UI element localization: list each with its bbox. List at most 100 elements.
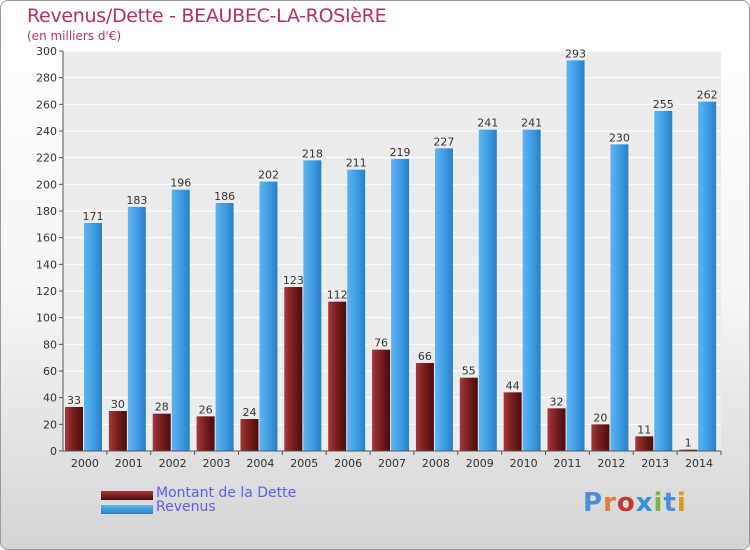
proxiti-logo: Proxiti [583,488,687,518]
data-label: 30 [111,398,125,411]
data-label: 66 [418,350,432,363]
x-tick-label: 2003 [203,457,231,470]
y-tick-label: 100 [36,312,57,325]
x-tick-label: 2011 [553,457,581,470]
x-tick-label: 2000 [71,457,99,470]
bar-revenus [698,101,717,452]
bar-revenus [84,223,102,451]
y-tick-label: 140 [36,258,57,271]
x-tick-label: 2005 [290,457,318,470]
y-tick-label: 60 [43,365,57,378]
bar-revenus [171,189,190,451]
bar-revenus [566,60,585,451]
y-tick-label: 240 [36,125,57,138]
bar-debt [547,408,566,451]
data-label: 241 [477,117,498,130]
chart-title: Revenus/Dette - BEAUBEC-LA-ROSIèRE [27,5,387,27]
x-tick-label: 2010 [510,457,538,470]
y-tick-label: 180 [36,205,57,218]
x-tick-label: 2008 [422,457,450,470]
x-tick-label: 2014 [685,457,713,470]
bar-debt [328,301,347,451]
data-label: 1 [685,437,692,450]
data-label: 183 [126,194,147,207]
y-tick-label: 120 [36,285,57,298]
bar-revenus [522,129,541,451]
data-label: 196 [170,177,191,190]
y-tick-label: 260 [36,98,57,111]
x-tick-label: 2007 [378,457,406,470]
bar-debt [415,363,434,451]
y-tick-label: 220 [36,152,57,165]
bar-debt [152,413,171,451]
data-label: 76 [374,337,388,350]
data-labels: 33 171 30 183 28 196 26 186 24 202 123 218 112 211 76 2… [67,47,718,449]
data-label: 28 [155,401,169,414]
bar-debt [372,349,391,451]
data-label: 33 [67,394,81,407]
y-tick-label: 40 [43,392,57,405]
data-label: 26 [199,403,213,416]
bar-debt [459,377,478,451]
x-tick-label: 2002 [159,457,187,470]
data-label: 202 [258,169,279,182]
data-label: 44 [506,379,520,392]
bar-revenus [391,159,410,451]
bar-revenus [610,144,629,452]
bar-debt [108,411,127,451]
data-label: 171 [83,210,104,223]
data-label: 218 [302,147,323,160]
data-label: 230 [609,131,630,144]
bar-revenus [478,129,497,451]
y-tick-label: 300 [36,45,57,58]
logo-letter: x [635,488,654,518]
x-tick-label: 2001 [115,457,143,470]
bars [65,60,717,452]
y-tick-label: 0 [50,445,57,458]
bar-debt [503,392,522,451]
x-tick-label: 2006 [334,457,362,470]
bar-debt [591,424,610,451]
bar-debt [65,407,83,451]
logo-letter: i [676,488,687,518]
legend-label-revenus: Revenus [156,499,216,515]
data-label: 186 [214,190,235,203]
data-label: 241 [521,117,542,130]
x-tick-label: 2012 [597,457,625,470]
x-tick-label: 2013 [641,457,669,470]
data-label: 219 [390,146,411,159]
x-tick-label: 2009 [466,457,494,470]
x-tick-label: 2004 [246,457,274,470]
chart-subtitle: (en milliers d'€) [27,29,122,43]
legend-label-debt: Montant de la Dette [156,485,297,501]
legend-swatch-debt [101,491,153,500]
data-label: 211 [346,157,367,170]
data-label: 293 [565,47,586,60]
data-label: 11 [637,423,651,436]
bar-revenus [654,111,673,451]
data-label: 24 [242,406,256,419]
bar-debt [196,416,215,451]
bar-revenus [215,203,234,451]
bar-revenus [303,160,322,452]
logo-letter: P [583,488,604,518]
bar-revenus [259,181,278,451]
axes: 0204060801001201401601802002202402602803… [36,45,722,470]
y-tick-label: 80 [43,338,57,351]
bar-debt [635,436,654,451]
y-tick-label: 280 [36,72,57,85]
data-label: 112 [327,289,348,302]
bar-revenus [127,207,146,451]
data-label: 20 [593,411,607,424]
bar-debt [679,449,698,451]
data-label: 227 [433,135,454,148]
legend-swatch-revenus [101,505,153,514]
logo-letter: o [616,488,636,518]
data-label: 32 [550,395,564,408]
data-label: 262 [697,89,718,102]
bar-debt [284,287,303,451]
logo-letter: t [663,488,677,518]
data-label: 55 [462,365,476,378]
logo-letter: r [603,488,617,518]
